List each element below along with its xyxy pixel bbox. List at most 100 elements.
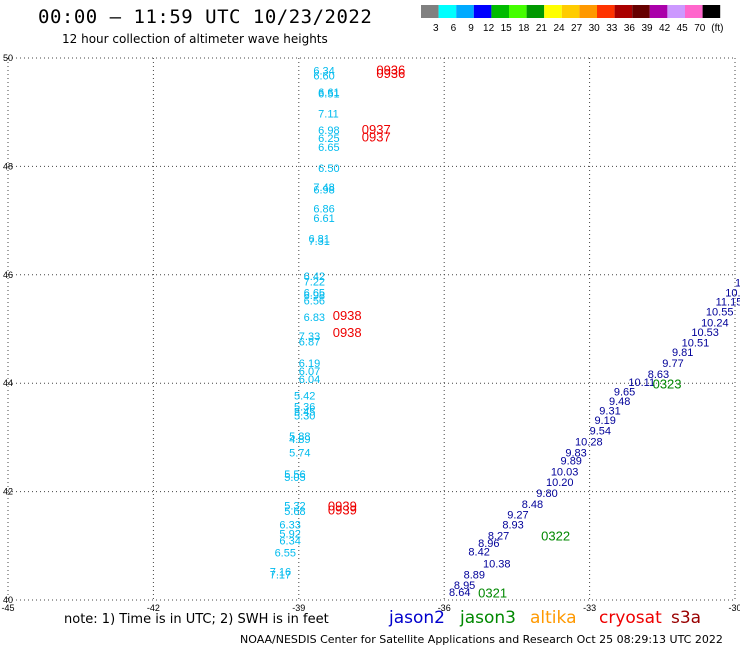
data-label: 10.24 [701,317,729,329]
data-label: 7.17 [270,569,291,581]
data-label: 5.88 [289,431,310,443]
legend-altika: altika [530,608,577,628]
data-label: 6.86 [313,203,334,215]
data-label: 6.19 [299,358,320,370]
data-label: 8.89 [464,569,485,581]
color-scale-legend: 3 6 9 12 15 18 21 24 27 30 33 36 39 42 45 70 (ft) [421,5,724,34]
data-label: 9.77 [662,358,683,370]
data-label: 7.22 [304,277,325,289]
data-label: 9.31 [599,406,620,418]
data-label: 0321 [478,585,507,600]
data-label: 5.36 [294,401,315,413]
data-label: 6.34 [279,536,300,548]
data-label: 11.15 [716,297,740,309]
footnote: note: 1) Time is in UTC; 2) SWH is in fe… [64,612,329,627]
data-label: 8.27 [488,530,509,542]
data-label: 8.48 [522,499,543,511]
data-label: 6.42 [304,271,325,283]
data-label: 6.98 [313,185,334,197]
data-label: 0936 [376,62,405,77]
colorbar-swatch [614,5,633,18]
data-label: 9.83 [565,447,586,459]
data-label: 6.56 [304,296,325,308]
data-label: 10.20 [546,477,574,489]
data-label: 5.32 [284,500,305,512]
data-label: 5.92 [279,529,300,541]
data-label: 0936 [376,66,405,81]
data-label: 5.30 [294,411,315,423]
colorbar-label: 6 [451,23,457,34]
x-tick-label: -45 [1,603,14,613]
data-label: 7.16 [270,567,291,579]
data-label: 9.80 [536,488,557,500]
data-label: 10.53 [691,327,719,339]
data-label: 0938 [333,308,362,323]
data-label: 0322 [541,528,570,543]
data-label: 4.89 [289,434,310,446]
data-label: 0937 [362,129,391,144]
data-label: 6.60 [313,71,334,83]
data-label: 7.11 [318,109,339,121]
y-tick-label: 42 [3,487,13,497]
data-label: 6.51 [318,89,339,101]
data-label: 10.55 [706,306,734,318]
colorbar-swatch [667,5,685,18]
data-label: 6.65 [304,287,325,299]
data-label: 5.42 [294,390,315,402]
colorbar-label: 15 [501,23,513,34]
data-label: 0939 [328,499,357,514]
x-tick-label: -30 [728,603,740,613]
data-label: 10.51 [682,337,710,349]
legend-jason2: jason2 [389,608,445,628]
data-label: 10.63 [725,287,740,299]
data-label: 10.72 [735,278,740,290]
colorbar-label: 70 [694,23,706,34]
data-label: 10.03 [551,466,579,478]
data-label: 6.98 [304,290,325,302]
y-tick-label: 50 [3,53,13,63]
data-label: 0937 [362,122,391,137]
y-tick-label: 40 [3,595,13,605]
colorbar-swatch [561,5,580,18]
data-label: 9.19 [594,415,615,427]
data-label: 7.48 [313,182,334,194]
colorbar-swatch [544,5,562,18]
data-label: 6.25 [318,133,339,145]
colorbar-swatch [456,5,474,18]
chart-subtitle: 12 hour collection of altimeter wave hei… [62,32,328,46]
data-label: 8.96 [478,538,499,550]
data-label: 9.48 [609,396,630,408]
data-label: 10.28 [575,437,603,449]
legend-s3a: s3a [671,608,702,628]
data-label: 5.74 [289,447,310,459]
data-label: 6.34 [313,65,334,77]
colorbar-label: 33 [606,23,618,34]
data-label: 0939 [328,502,357,517]
x-tick-label: -36 [438,603,451,613]
y-tick-label: 46 [3,270,13,280]
colorbar-label: 42 [659,23,671,34]
colorbar-swatch [579,5,597,18]
data-label: 8.93 [502,519,523,531]
colorbar-label: 36 [624,23,636,34]
colorbar-label: 27 [571,23,583,34]
colorbar-swatch [491,5,509,18]
data-label: 5.45 [294,407,315,419]
y-tick-label: 44 [3,378,13,388]
chart-title: 00:00 – 11:59 UTC 10/23/2022 [38,6,373,28]
colorbar-label: (ft) [711,23,723,34]
legend-jason3: jason3 [460,608,516,628]
data-label: 9.54 [590,426,611,438]
data-label: 5.05 [284,472,305,484]
data-label: 6.87 [299,336,320,348]
data-label: 8.95 [454,580,475,592]
data-label: 8.42 [468,547,489,559]
colorbar-swatch [421,5,439,18]
data-label: 10.11 [628,377,655,389]
data-label: 6.98 [318,125,339,137]
data-label: 6.83 [304,312,325,324]
data-label: 5.68 [284,506,305,518]
legend-cryosat: cryosat [599,608,662,628]
x-tick-label: -42 [147,603,160,613]
